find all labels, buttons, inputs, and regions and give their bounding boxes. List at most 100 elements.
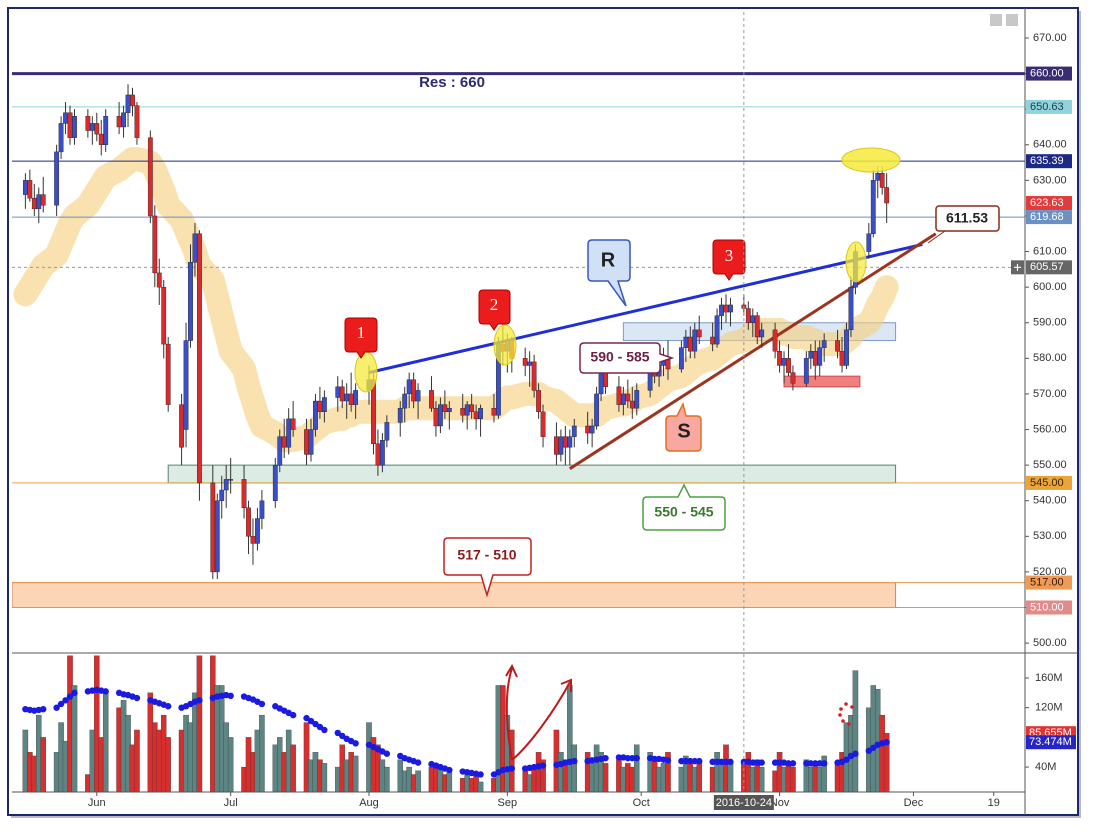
candle-body [384, 422, 390, 441]
callout [587, 239, 631, 307]
volume-arrow [505, 663, 518, 761]
candle-body [460, 407, 466, 416]
volume-ma-dot [508, 765, 516, 772]
x-tick-label: Sep [498, 797, 518, 809]
volume-ma-dot [740, 758, 748, 766]
candle-body [875, 173, 881, 181]
candle-body [134, 105, 140, 138]
candle-body [817, 347, 823, 366]
volume-bar [790, 766, 796, 792]
volume-tag [1026, 735, 1076, 750]
level-tag [1026, 475, 1072, 490]
volume-ma-dot [687, 757, 694, 765]
y-tick-label: 580.00 [1033, 352, 1067, 364]
y-tick-label: 540.00 [1033, 495, 1067, 507]
candle-body [313, 400, 318, 430]
y-tick-label: 670.00 [1033, 32, 1067, 44]
candle-body [772, 329, 778, 352]
x-tick-label: Aug [359, 797, 379, 809]
volume-ma-dot [66, 693, 74, 700]
y-tick-label: 520.00 [1033, 566, 1067, 578]
level-tag-label: 517.00 [1030, 576, 1064, 588]
candle-body [192, 233, 198, 263]
candle-body [714, 315, 720, 345]
candle-body [103, 116, 109, 145]
y-tick-label: 630.00 [1033, 174, 1067, 186]
candle-body [246, 507, 251, 537]
candle-body [629, 400, 635, 409]
candle-body [620, 393, 626, 405]
candle-body [790, 372, 796, 384]
volume-bar [696, 759, 702, 792]
volume-ma-dot [539, 762, 547, 769]
candle-body [98, 133, 104, 145]
candle-body [259, 500, 265, 519]
candle-body [469, 404, 475, 412]
candle-body [491, 407, 497, 416]
callout [443, 537, 532, 598]
candle-body [446, 407, 452, 412]
level-tag-label: 619.68 [1030, 211, 1064, 223]
candle-body [884, 187, 890, 204]
candle-body [348, 393, 354, 405]
candle-body [179, 404, 184, 448]
crosshair-date: 2016-10-24 [716, 797, 772, 809]
tool-button[interactable] [1006, 14, 1018, 26]
level-tag-label: 660.00 [1030, 67, 1064, 79]
candle-body [241, 479, 247, 509]
candle-body [290, 418, 296, 430]
loading-indicator [838, 702, 854, 726]
resistance-label: Res : 660 [419, 74, 485, 91]
candle-body [750, 315, 756, 323]
y-tick-label: 570.00 [1033, 388, 1067, 400]
candle-body [442, 404, 448, 412]
balloon-label: 2 [490, 295, 499, 314]
callout [579, 342, 675, 374]
callout-label: 550 - 545 [654, 504, 713, 520]
candle-body [598, 372, 604, 395]
volume-ma-dot [749, 759, 756, 766]
candle-body [335, 386, 341, 398]
candle-body [67, 112, 73, 138]
candle-body [678, 347, 684, 370]
candle-body [781, 358, 787, 366]
candle-body [754, 315, 760, 338]
volume-ma-dot [289, 711, 297, 719]
candle-body [58, 123, 64, 153]
volume-tick-label: 120M [1035, 702, 1063, 714]
level-tag [1026, 99, 1072, 114]
zone [783, 375, 861, 388]
candle-body [27, 180, 33, 199]
candle-body [281, 436, 287, 448]
candle-body [219, 489, 225, 501]
volume-ma-dot [820, 760, 828, 767]
volume-ma-dot [651, 755, 658, 763]
volume-ma-dot [40, 705, 47, 713]
zone [12, 582, 897, 609]
y-tick-label: 550.00 [1033, 459, 1067, 471]
volume-ma-dot [624, 754, 632, 762]
y-tick-label: 500.00 [1033, 637, 1067, 649]
volume-bar [227, 737, 234, 792]
tool-button[interactable] [990, 14, 1002, 26]
x-tick-label: Oct [633, 797, 650, 809]
candle-body [188, 262, 193, 341]
balloon-label: 1 [357, 323, 366, 342]
volume-ma-dot [722, 758, 730, 766]
candle-body [31, 197, 37, 210]
candle-body [692, 329, 698, 352]
candle-body [879, 173, 885, 188]
candle-body [223, 479, 229, 491]
y-tick-label: 560.00 [1033, 423, 1067, 435]
candle-body [344, 393, 350, 402]
candle-body [63, 112, 68, 124]
candle-body [464, 404, 470, 416]
volume-ma-dot [71, 689, 78, 697]
volume-ma-dot [713, 758, 721, 766]
x-tick-label: Dec [904, 797, 924, 809]
volume-bar [415, 770, 421, 792]
trendline [368, 242, 923, 375]
candle-body [321, 397, 327, 412]
candle-body [696, 329, 702, 338]
volume-ma-dot [754, 759, 761, 766]
